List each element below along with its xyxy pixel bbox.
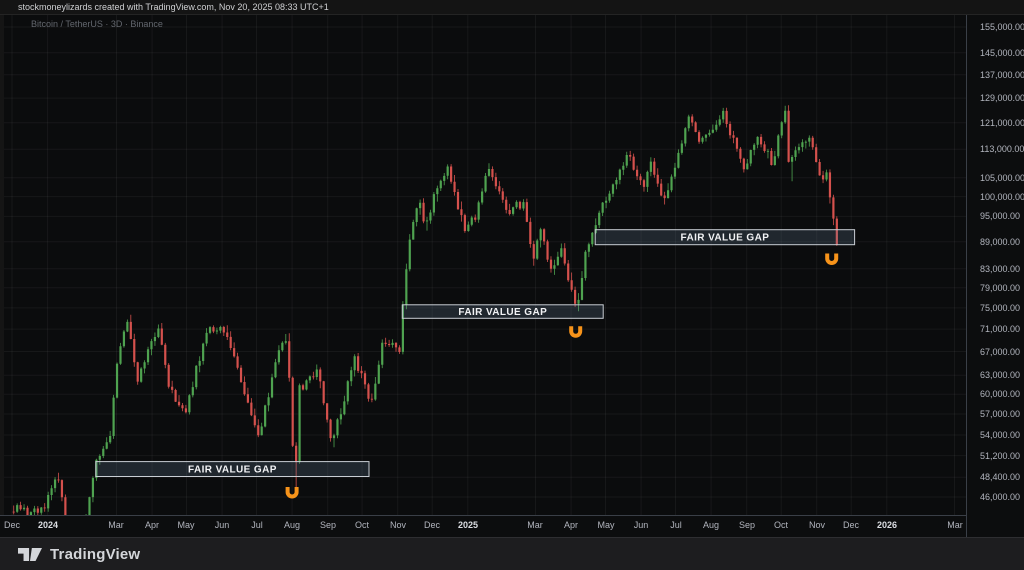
price-tick-label: 71,000.00 — [980, 324, 1021, 334]
time-tick-month: Jun — [633, 520, 649, 530]
tradingview-logo[interactable]: TradingView — [18, 546, 140, 563]
fvg-label: FAIR VALUE GAP — [458, 307, 547, 318]
time-tick-month: Aug — [702, 520, 720, 530]
price-tick-label: 51,200.00 — [980, 451, 1021, 461]
price-tick-label: 105,000.00 — [980, 173, 1024, 183]
magnet-u-icon[interactable] — [569, 326, 583, 338]
time-tick-month: Sep — [319, 520, 337, 530]
time-tick-year: 2024 — [37, 520, 59, 530]
price-tick-label: 145,000.00 — [980, 48, 1024, 58]
time-tick-month: Oct — [354, 520, 370, 530]
time-tick-month: Mar — [947, 520, 963, 530]
price-tick-label: 121,000.00 — [980, 118, 1024, 128]
time-tick-month: Mar — [527, 520, 543, 530]
fvg-zone[interactable]: FAIR VALUE GAP — [95, 461, 370, 478]
time-tick-month: May — [177, 520, 195, 530]
bottom-toolbar: TradingView — [0, 537, 1024, 570]
time-tick-month: Jun — [214, 520, 230, 530]
time-tick-month: Dec — [3, 520, 21, 530]
price-tick-label: 54,000.00 — [980, 430, 1021, 440]
magnet-u-icon[interactable] — [825, 253, 839, 265]
tradingview-mark-icon — [18, 547, 42, 561]
price-tick-label: 83,000.00 — [980, 264, 1021, 274]
price-tick-label: 95,000.00 — [980, 211, 1021, 221]
price-tick-label: 67,000.00 — [980, 347, 1021, 357]
time-tick-month: Aug — [283, 520, 301, 530]
time-tick-month: Mar — [108, 520, 124, 530]
time-tick-month: Sep — [738, 520, 756, 530]
price-tick-label: 129,000.00 — [980, 93, 1024, 103]
time-tick-month: Nov — [389, 520, 407, 530]
price-tick-label: 89,000.00 — [980, 237, 1021, 247]
price-tick-label: 79,000.00 — [980, 283, 1021, 293]
time-tick-month: Dec — [423, 520, 441, 530]
candlestick-chart[interactable]: FAIR VALUE GAP FAIR VALUE GAP FAIR VALUE G… — [4, 15, 966, 515]
grid-lines — [4, 15, 966, 515]
candles — [12, 105, 838, 515]
fvg-zone[interactable]: FAIR VALUE GAP — [594, 229, 856, 246]
time-tick-month: Jul — [251, 520, 263, 530]
time-tick-month: Dec — [842, 520, 860, 530]
price-tick-label: 75,000.00 — [980, 303, 1021, 313]
price-tick-label: 155,000.00 — [980, 22, 1024, 32]
time-tick-month: Jul — [670, 520, 682, 530]
price-tick-label: 48,400.00 — [980, 472, 1021, 482]
price-tick-label: 137,000.00 — [980, 70, 1024, 80]
price-tick-label: 100,000.00 — [980, 192, 1024, 202]
time-tick-month: Oct — [773, 520, 789, 530]
tradingview-brand-text: TradingView — [50, 545, 141, 563]
price-axis[interactable]: 155,000.00 145,000.00 137,000.00 129,000.00… — [966, 15, 1024, 537]
time-tick-year: 2026 — [876, 520, 898, 530]
time-tick-month: May — [597, 520, 615, 530]
time-tick-year: 2025 — [457, 520, 479, 530]
attribution-text: stockmoneylizards created with TradingVi… — [0, 0, 1024, 15]
price-tick-label: 57,000.00 — [980, 409, 1021, 419]
price-tick-label: 46,000.00 — [980, 492, 1021, 502]
fvg-label: FAIR VALUE GAP — [681, 233, 770, 244]
time-tick-month: Apr — [563, 520, 579, 530]
price-tick-label: 113,000.00 — [980, 144, 1024, 154]
time-tick-month: Apr — [144, 520, 160, 530]
magnet-u-icon[interactable] — [285, 487, 299, 499]
price-tick-label: 63,000.00 — [980, 370, 1021, 380]
price-tick-label: 60,000.00 — [980, 389, 1021, 399]
time-tick-month: Nov — [808, 520, 826, 530]
fvg-zone[interactable]: FAIR VALUE GAP — [401, 304, 604, 319]
chart-pane[interactable]: FAIR VALUE GAP FAIR VALUE GAP FAIR VALUE G… — [4, 15, 966, 515]
time-axis[interactable]: Dec 2024 Mar Apr May Jun Jul Aug Sep Oct Nov Dec 202… — [0, 515, 966, 537]
fvg-label: FAIR VALUE GAP — [188, 465, 277, 476]
